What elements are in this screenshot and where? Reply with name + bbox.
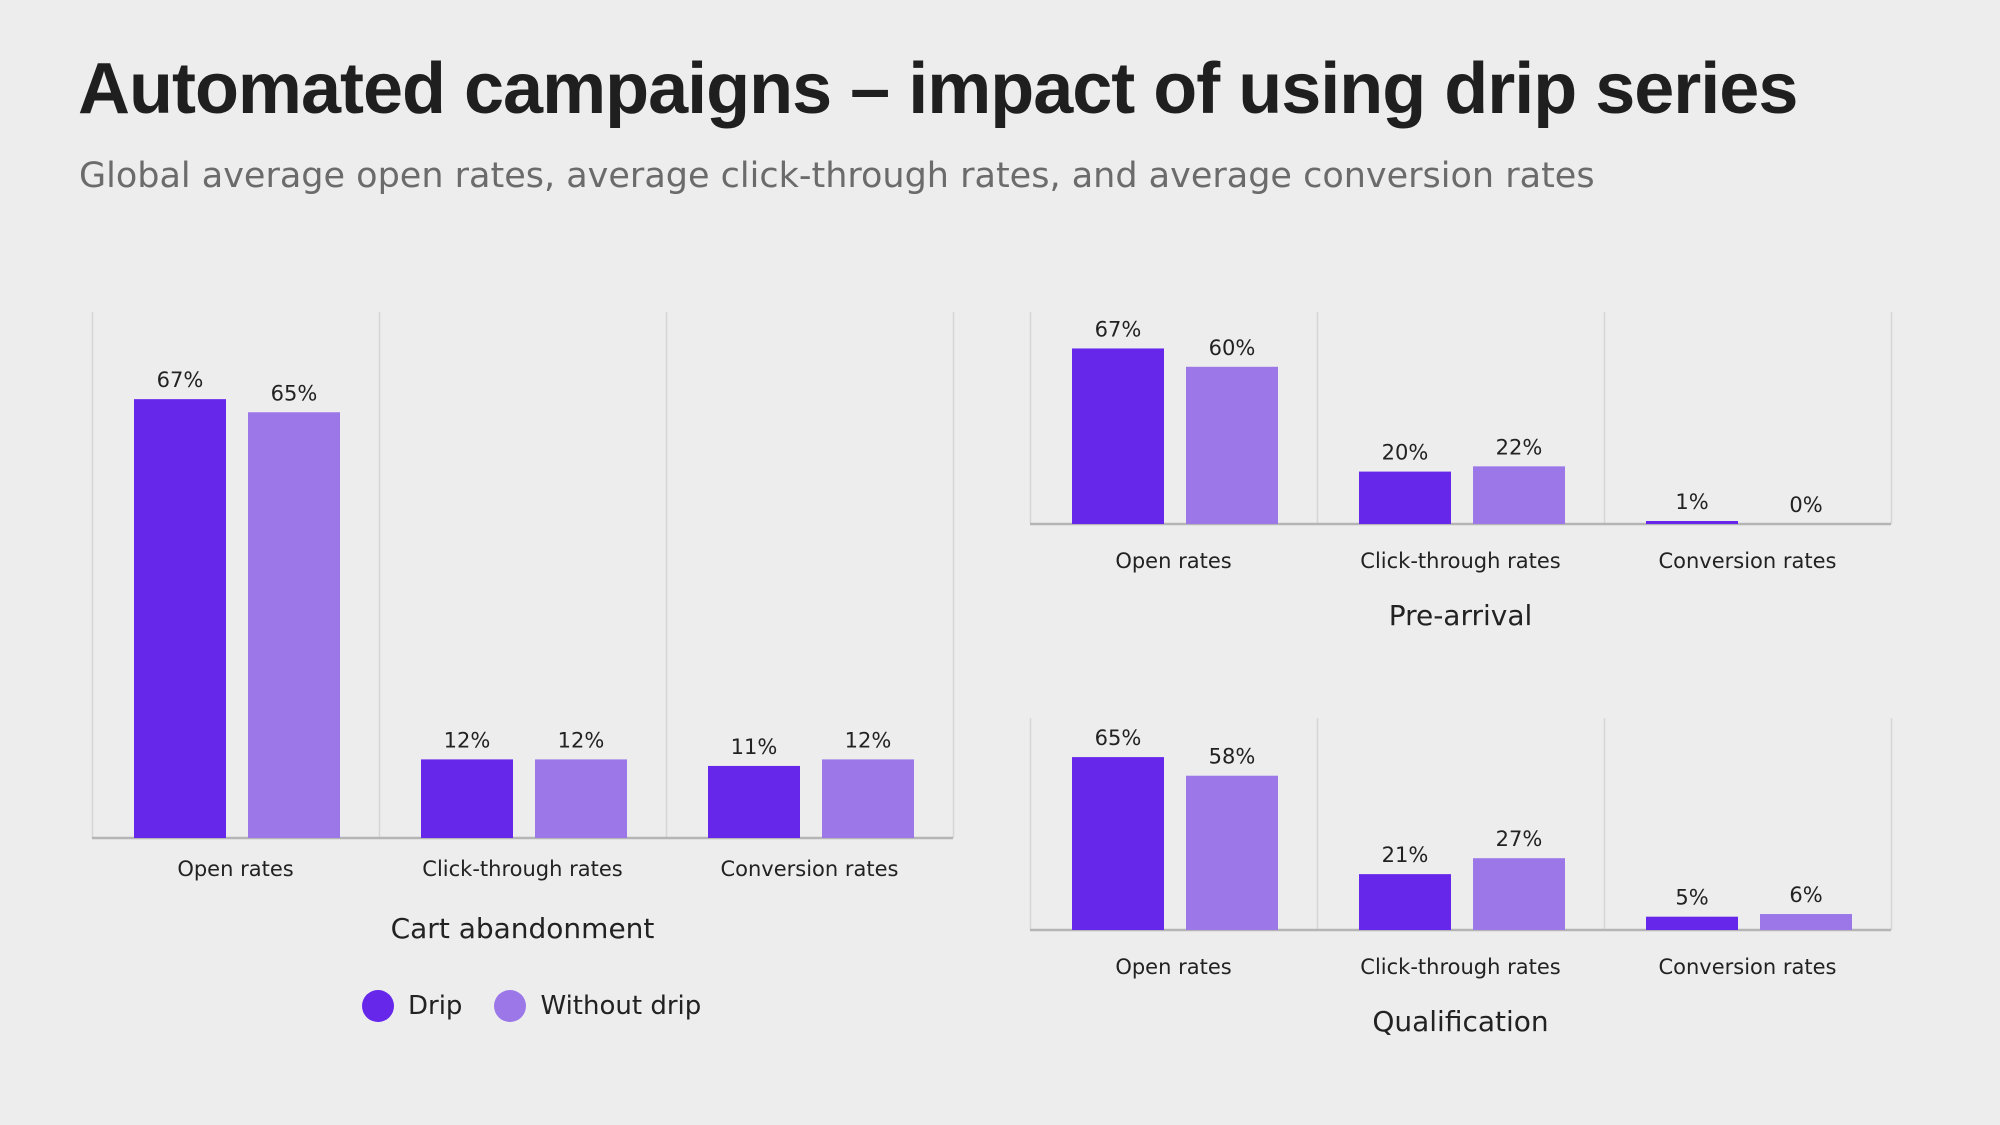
cart-abandonment-bar-click-through-rates-without-drip <box>535 759 627 838</box>
qualification-category-label: Open rates <box>1115 955 1231 979</box>
qualification-bar-conversion-rates-drip <box>1646 916 1738 930</box>
cart-abandonment-data-label: 11% <box>731 735 778 759</box>
qualification-data-label: 6% <box>1789 883 1822 907</box>
qualification-bar-conversion-rates-without-drip <box>1760 914 1852 930</box>
cart-abandonment-bar-open-rates-drip <box>134 399 226 838</box>
qualification-category-label: Click-through rates <box>1360 955 1560 979</box>
qualification-bar-open-rates-drip <box>1072 757 1164 930</box>
cart-abandonment-chart: 67% 65% Open rates 12% 12% Click-through rate… <box>91 312 955 945</box>
cart-abandonment-data-label: 65% <box>271 381 318 405</box>
cart-abandonment-category-label: Open rates <box>177 857 293 881</box>
cart-abandonment-chart-title: Cart abandonment <box>391 912 655 945</box>
pre-arrival-category-label: Click-through rates <box>1360 549 1560 573</box>
cart-abandonment-data-label: 12% <box>558 728 605 752</box>
cart-abandonment-data-label: 12% <box>444 728 491 752</box>
pre-arrival-chart: 67% 60% Open rates 20% 22% Click-through rate… <box>1029 312 1893 632</box>
pre-arrival-category-label: Open rates <box>1115 549 1231 573</box>
pre-arrival-bar-open-rates-drip <box>1072 348 1164 524</box>
legend-swatch-without-drip <box>494 990 527 1022</box>
page-title: Automated campaigns – impact of using dr… <box>78 49 1798 129</box>
qualification-bar-click-through-rates-drip <box>1359 874 1451 930</box>
qualification-data-label: 5% <box>1675 886 1708 910</box>
pre-arrival-category-label: Conversion rates <box>1658 549 1836 573</box>
pre-arrival-data-label: 0% <box>1789 493 1822 517</box>
pre-arrival-data-label: 60% <box>1209 336 1256 360</box>
cart-abandonment-bar-conversion-rates-without-drip <box>822 759 914 838</box>
pre-arrival-bar-click-through-rates-drip <box>1359 471 1451 524</box>
pre-arrival-bar-conversion-rates-drip <box>1646 521 1738 524</box>
legend-swatch-drip <box>362 990 394 1022</box>
qualification-bar-open-rates-without-drip <box>1186 775 1278 930</box>
cart-abandonment-category-label: Conversion rates <box>720 857 898 881</box>
legend-item-drip: Drip <box>362 990 462 1022</box>
qualification-chart: 65% 58% Open rates 21% 27% Click-through rate… <box>1029 718 1893 1038</box>
pre-arrival-data-label: 67% <box>1095 317 1142 341</box>
cart-abandonment-data-label: 12% <box>845 728 892 752</box>
pre-arrival-data-label: 22% <box>1496 435 1543 459</box>
pre-arrival-data-label: 1% <box>1675 490 1708 514</box>
pre-arrival-bar-open-rates-without-drip <box>1186 366 1278 524</box>
qualification-chart-title: Qualification <box>1372 1005 1548 1038</box>
pre-arrival-data-label: 20% <box>1382 441 1429 465</box>
page-subtitle: Global average open rates, average click… <box>79 156 1595 196</box>
cart-abandonment-bar-open-rates-without-drip <box>248 412 340 838</box>
chart-legend: Drip Without drip <box>362 990 733 1022</box>
cart-abandonment-bar-click-through-rates-drip <box>421 759 513 838</box>
cart-abandonment-bar-conversion-rates-drip <box>708 765 800 838</box>
qualification-category-label: Conversion rates <box>1658 955 1836 979</box>
qualification-data-label: 65% <box>1095 726 1142 750</box>
qualification-data-label: 21% <box>1382 843 1429 867</box>
cart-abandonment-category-label: Click-through rates <box>422 857 622 881</box>
cart-abandonment-data-label: 67% <box>157 368 204 392</box>
legend-item-without-drip: Without drip <box>494 990 701 1022</box>
qualification-data-label: 58% <box>1209 745 1256 769</box>
legend-label-without-drip: Without drip <box>540 991 702 1021</box>
pre-arrival-chart-title: Pre-arrival <box>1389 599 1533 632</box>
qualification-data-label: 27% <box>1496 827 1543 851</box>
pre-arrival-bar-click-through-rates-without-drip <box>1473 466 1565 524</box>
legend-label-drip: Drip <box>408 991 463 1021</box>
qualification-bar-click-through-rates-without-drip <box>1473 858 1565 930</box>
